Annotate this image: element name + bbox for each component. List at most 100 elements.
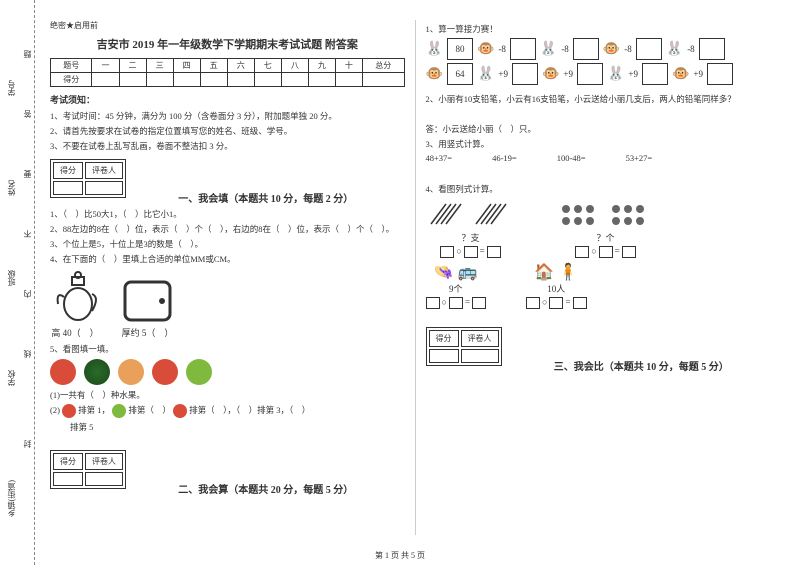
wallet-item: 厚约 5（ ）	[120, 274, 175, 339]
section-1-title: 一、我会填（本题共 10 分，每题 2 分）	[178, 194, 353, 205]
scorebox-label: 评卷人	[461, 330, 499, 347]
pencils-item: ？支 ○=	[426, 199, 516, 258]
rabbit-icon: 🐰	[666, 41, 683, 58]
fruit-icon	[186, 359, 212, 385]
margin-label: 姓名	[6, 180, 17, 196]
cut-label: 封	[22, 440, 33, 448]
relay-box	[636, 38, 662, 60]
teapot-icon	[50, 269, 100, 324]
margin-label: 学校	[6, 370, 17, 386]
right-column: 1、算一算接力赛！ 🐰 80 🐵-8 🐰-8 🐵-8 🐰-8 🐵 64 🐰+9 …	[416, 20, 791, 535]
score-value-row: 得分	[51, 73, 405, 87]
op-label: +9	[628, 69, 638, 79]
op-label: -8	[624, 44, 632, 54]
col-hdr: 题号	[51, 59, 92, 73]
section-2-title: 二、我会算（本题共 20 分，每题 5 分）	[178, 485, 353, 496]
question-relay: 1、算一算接力赛！	[426, 23, 781, 35]
picture-group-1: ？支 ○= ？个 ○=	[426, 199, 781, 258]
monkey-icon: 🐵	[672, 66, 689, 83]
fruit-mini-icon	[62, 404, 76, 418]
relay-row-2: 🐵 64 🐰+9 🐵+9 🐰+9 🐵+9	[426, 63, 781, 85]
op-label: -8	[561, 44, 569, 54]
eq-boxes: ○=	[426, 297, 487, 309]
relay-start: 64	[447, 63, 473, 85]
relay-box	[707, 63, 733, 85]
op-label: -8	[498, 44, 506, 54]
fruit-icon	[152, 359, 178, 385]
col-hdr: 三	[146, 59, 173, 73]
wallet-label: 厚约 5（ ）	[120, 326, 175, 339]
q-text: (2)	[50, 405, 60, 415]
col-hdr: 一	[92, 59, 119, 73]
fruit-icon	[50, 359, 76, 385]
margin-label: 学号	[6, 80, 17, 96]
scorebox-label: 评卷人	[85, 453, 123, 470]
rabbit-icon: 🐰	[426, 41, 443, 58]
fruit-row	[50, 359, 405, 385]
hats-item: 👒 🚌 9个 ○=	[426, 262, 487, 309]
equation-row: 48+37= 46-19= 100-48= 53+27=	[426, 153, 781, 163]
rabbit-icon: 🐰	[540, 41, 557, 58]
page-footer: 第 1 页 共 5 页	[0, 550, 800, 561]
op-label: +9	[693, 69, 703, 79]
pic-label: 10人	[526, 282, 587, 295]
section-score-box: 得分评卷人	[426, 327, 502, 366]
section-score-box: 得分评卷人	[50, 450, 126, 489]
col-hdr: 四	[173, 59, 200, 73]
fruit-mini-icon	[173, 404, 187, 418]
col-hdr: 六	[227, 59, 254, 73]
picture-row: 高 40（ ） 厚约 5（ ）	[50, 269, 405, 339]
page-container: 绝密★启用前 吉安市 2019 年一年级数学下学期期末考试试题 附答案 题号 一…	[0, 0, 800, 540]
scorebox-label: 得分	[53, 162, 83, 179]
pic-label: ？个	[556, 231, 656, 244]
relay-box	[642, 63, 668, 85]
monkey-icon: 🐵	[603, 41, 620, 58]
margin-label: 乡镇(街道)	[6, 480, 17, 517]
question-vertical: 3、用竖式计算。	[426, 138, 781, 150]
cut-label: 题	[22, 50, 33, 58]
relay-box	[573, 38, 599, 60]
teapot-label: 高 40（ ）	[50, 326, 100, 339]
relay-row-1: 🐰 80 🐵-8 🐰-8 🐵-8 🐰-8	[426, 38, 781, 60]
question-picture-calc: 4、看图列式计算。	[426, 183, 781, 195]
pic-label: 9个	[426, 282, 487, 295]
pic-label: ？支	[426, 231, 516, 244]
hat-bus-icon: 👒 🚌	[426, 262, 487, 282]
question-2: 2、88左边的8在（ ）位，表示（ ）个（ ），右边的8在（ ）位，表示（ ）个…	[50, 223, 405, 235]
wallet-icon	[120, 274, 175, 324]
notice-item: 1、考试时间：45 分钟，满分为 100 分（含卷面分 3 分），附加题单独 2…	[50, 110, 405, 122]
question-5: 5、看图填一填。	[50, 343, 405, 355]
question-5-3: 排第 5	[70, 421, 405, 433]
eq-boxes: ○=	[426, 246, 516, 258]
cut-label: 内	[22, 290, 33, 298]
op-label: +9	[498, 69, 508, 79]
col-hdr: 八	[281, 59, 308, 73]
left-column: 绝密★启用前 吉安市 2019 年一年级数学下学期期末考试试题 附答案 题号 一…	[40, 20, 416, 535]
flowers-icon	[556, 199, 656, 229]
equation: 100-48=	[557, 153, 586, 163]
question-1: 1、（ ）比50大1，（ ）比它小1。	[50, 208, 405, 220]
question-3: 3、个位上是5，十位上是3的数是（ ）。	[50, 238, 405, 250]
equation: 53+27=	[626, 153, 653, 163]
equation: 46-19=	[492, 153, 517, 163]
section-3-title: 三、我会比（本题共 10 分，每题 5 分）	[554, 362, 729, 373]
answer-line: 答：小云送给小丽（ ）只。	[426, 123, 781, 135]
col-hdr: 五	[200, 59, 227, 73]
relay-box	[512, 63, 538, 85]
col-hdr: 总分	[362, 59, 404, 73]
monkey-icon: 🐵	[426, 66, 443, 83]
margin-label: 班级	[6, 270, 17, 286]
notice-item: 3、不要在试卷上乱写乱画，卷面不整洁扣 3 分。	[50, 140, 405, 152]
notice-item: 2、请首先按要求在试卷的指定位置填写您的姓名、班级、学号。	[50, 125, 405, 137]
teapot-item: 高 40（ ）	[50, 269, 100, 339]
notice-title: 考试须知：	[50, 93, 405, 106]
q-text: 排第（ ）	[128, 405, 171, 415]
pencils-icon	[426, 199, 516, 229]
secret-label: 绝密★启用前	[50, 20, 405, 31]
question-pencils: 2、小丽有10支铅笔，小云有16支铅笔，小云送给小丽几支后，两人的铅笔同样多？	[426, 93, 781, 105]
q-text: 排第 1，	[78, 405, 110, 415]
fruit-icon	[84, 359, 110, 385]
eq-boxes: ○=	[556, 246, 656, 258]
score-table: 题号 一 二 三 四 五 六 七 八 九 十 总分 得分	[50, 58, 405, 87]
relay-box	[577, 63, 603, 85]
